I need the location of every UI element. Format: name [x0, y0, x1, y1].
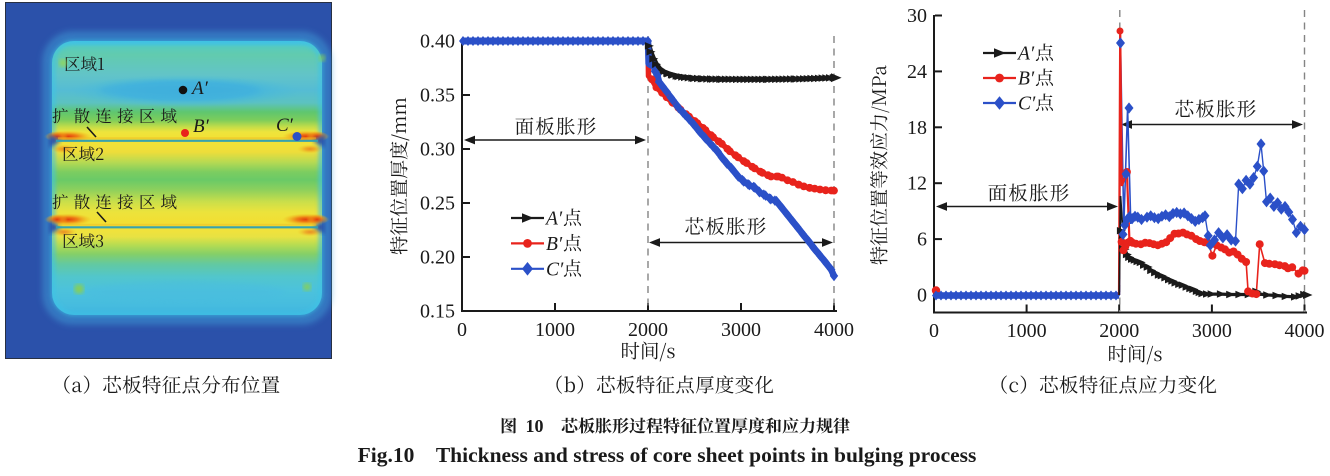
svg-text:C′: C′ [1018, 94, 1036, 115]
svg-text:0.35: 0.35 [420, 85, 455, 107]
svg-text:B′: B′ [1018, 69, 1035, 90]
svg-text:2000: 2000 [1099, 320, 1139, 342]
svg-text:0.40: 0.40 [420, 31, 455, 53]
svg-text:B′: B′ [193, 116, 210, 137]
svg-text:3000: 3000 [1192, 320, 1232, 342]
svg-text:A′: A′ [1016, 44, 1035, 65]
svg-text:18: 18 [907, 117, 927, 139]
svg-text:1000: 1000 [535, 319, 575, 341]
svg-text:0: 0 [457, 319, 467, 341]
svg-text:12: 12 [907, 173, 927, 195]
svg-text:30: 30 [907, 5, 927, 27]
svg-text:1000: 1000 [1007, 320, 1047, 342]
svg-text:Fig.10 Thickness and stress: Fig.10 Thickness and stress of core shee… [358, 443, 977, 467]
svg-text:4000: 4000 [814, 319, 854, 341]
svg-text:B′: B′ [546, 234, 563, 255]
svg-text:24: 24 [907, 61, 927, 83]
svg-text:0: 0 [929, 320, 939, 342]
svg-text:2000: 2000 [628, 319, 668, 341]
svg-text:C′: C′ [276, 115, 294, 136]
svg-text:0.15: 0.15 [420, 301, 455, 323]
svg-text:4000: 4000 [1285, 320, 1325, 342]
svg-text:10: 10 [526, 416, 544, 436]
svg-text:0: 0 [917, 285, 927, 307]
svg-text:3000: 3000 [721, 319, 761, 341]
svg-text:A′: A′ [190, 78, 209, 99]
svg-text:0.20: 0.20 [420, 247, 455, 269]
svg-text:A′: A′ [544, 209, 563, 230]
svg-text:0.30: 0.30 [420, 139, 455, 161]
svg-text:0.25: 0.25 [420, 193, 455, 215]
svg-text:C′: C′ [546, 259, 564, 280]
svg-text:6: 6 [917, 229, 927, 251]
